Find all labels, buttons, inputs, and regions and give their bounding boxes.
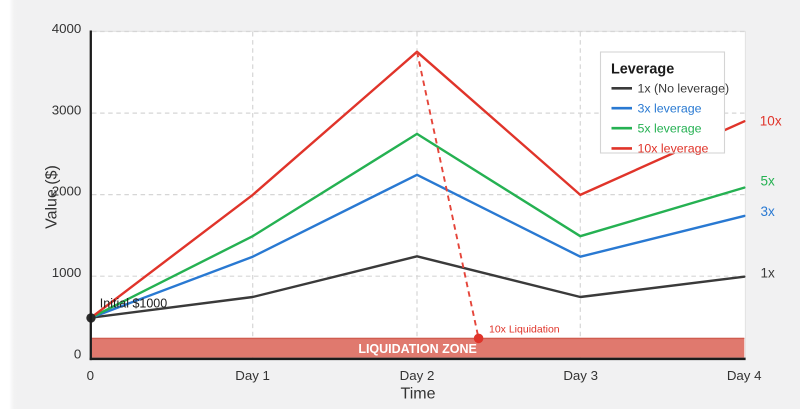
- svg-text:Day 2: Day 2: [400, 368, 435, 383]
- svg-text:0: 0: [74, 347, 81, 362]
- svg-text:0: 0: [87, 368, 94, 383]
- svg-text:LIQUIDATION ZONE: LIQUIDATION ZONE: [358, 342, 477, 356]
- svg-text:Day 1: Day 1: [235, 368, 270, 383]
- svg-text:5x: 5x: [761, 174, 776, 189]
- svg-text:1000: 1000: [52, 265, 82, 280]
- svg-text:Day 3: Day 3: [563, 368, 598, 383]
- svg-text:3000: 3000: [52, 103, 82, 118]
- svg-text:10x: 10x: [760, 113, 782, 128]
- svg-text:Day 4: Day 4: [727, 368, 762, 383]
- svg-text:10x leverage: 10x leverage: [638, 142, 709, 156]
- svg-text:Initial $1000: Initial $1000: [100, 296, 167, 310]
- svg-text:4000: 4000: [52, 21, 82, 36]
- svg-text:10x Liquidation: 10x Liquidation: [489, 324, 560, 336]
- svg-text:1x: 1x: [761, 265, 776, 280]
- svg-text:1x (No leverage): 1x (No leverage): [638, 82, 730, 96]
- svg-text:3x: 3x: [761, 204, 776, 219]
- svg-text:5x leverage: 5x leverage: [638, 122, 702, 136]
- svg-text:2000: 2000: [52, 184, 82, 199]
- svg-text:Time: Time: [401, 386, 436, 403]
- svg-text:3x leverage: 3x leverage: [638, 102, 702, 116]
- svg-text:Leverage: Leverage: [611, 62, 674, 78]
- svg-text:Value ($): Value ($): [44, 165, 61, 229]
